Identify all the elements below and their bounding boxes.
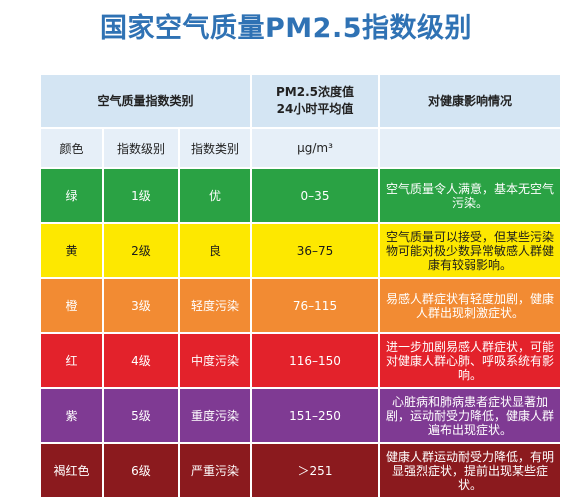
row-level-cell: 1级 (102, 167, 180, 224)
row-range-cell: 116–150 (250, 332, 380, 389)
row-color-cell: 红 (39, 332, 104, 389)
row-effect-cell: 易感人群症状有轻度加剧，健康人群出现刺激症状。 (378, 277, 562, 334)
row-level-cell: 6级 (102, 442, 180, 499)
row-level-cell: 5级 (102, 387, 180, 444)
row-range-cell: 151–250 (250, 387, 380, 444)
header-pm-line1: PM2.5浓度值 (276, 85, 354, 99)
table-row: 紫 5级 重度污染 151–250 心脏病和肺病患者症状显著加剧，运动耐受力降低，健康人… (39, 387, 562, 444)
row-effect-cell: 空气质量令人满意，基本无空气污染。 (378, 167, 562, 224)
row-effect-cell: 进一步加剧易感人群症状，可能对健康人群心肺、呼吸系统有影响。 (378, 332, 562, 389)
row-type-cell: 严重污染 (178, 442, 252, 499)
row-color-cell: 褐红色 (39, 442, 104, 499)
table-row: 红 4级 中度污染 116–150 进一步加剧易感人群症状，可能对健康人群心肺、呼吸系统… (39, 332, 562, 389)
row-type-cell: 中度污染 (178, 332, 252, 389)
row-type-cell: 良 (178, 222, 252, 279)
subheader-color: 颜色 (39, 127, 104, 169)
header-effect: 对健康影响情况 (378, 73, 562, 129)
header-pm-line2: 24小时平均值 (276, 102, 354, 116)
table-row: 褐红色 6级 严重污染 ＞251 健康人群运动耐受力降低，有明显强烈症状，提前出现某些症… (39, 442, 562, 499)
header-pm-concentration: PM2.5浓度值 24小时平均值 (250, 73, 380, 129)
level-rows: 绿 1级优 0–35 空气质量令人满意，基本无空气污染。黄 2级良 36–75 空气质量可以… (39, 167, 562, 499)
row-type-cell: 优 (178, 167, 252, 224)
subheader-unit: μg/m³ (250, 127, 380, 169)
row-range-cell: ＞251 (250, 442, 380, 499)
row-color-cell: 绿 (39, 167, 104, 224)
table-row: 橙 3级 轻度污染 76–115 易感人群症状有轻度加剧，健康人群出现刺激症状。 (39, 277, 562, 334)
row-effect-cell: 空气质量可以接受，但某些污染物可能对极少数异常敏感人群健康有较弱影响。 (378, 222, 562, 279)
row-color-cell: 橙 (39, 277, 104, 334)
row-range-cell: 0–35 (250, 167, 380, 224)
pm25-level-table: 空气质量指数类别 PM2.5浓度值 24小时平均值 对健康影响情况 颜色 指数级… (39, 73, 562, 499)
row-range-cell: 36–75 (250, 222, 380, 279)
row-color-cell: 紫 (39, 387, 104, 444)
row-range-cell: 76–115 (250, 277, 380, 334)
table-row: 黄 2级良 36–75 空气质量可以接受，但某些污染物可能对极少数异常敏感人群健康有较… (39, 222, 562, 279)
subheader-effect-blank (378, 127, 562, 169)
table-row: 绿 1级优 0–35 空气质量令人满意，基本无空气污染。 (39, 167, 562, 224)
row-level-cell: 3级 (102, 277, 180, 334)
row-type-cell: 重度污染 (178, 387, 252, 444)
row-color-cell: 黄 (39, 222, 104, 279)
row-type-cell: 轻度污染 (178, 277, 252, 334)
header-category: 空气质量指数类别 (39, 73, 252, 129)
row-level-cell: 4级 (102, 332, 180, 389)
page-title: 国家空气质量PM2.5指数级别 (100, 13, 472, 44)
subheader-type: 指数类别 (178, 127, 252, 169)
row-effect-cell: 健康人群运动耐受力降低，有明显强烈症状，提前出现某些症状。 (378, 442, 562, 499)
row-effect-cell: 心脏病和肺病患者症状显著加剧，运动耐受力降低，健康人群遍布出现症状。 (378, 387, 562, 444)
header-row: 空气质量指数类别 PM2.5浓度值 24小时平均值 对健康影响情况 (39, 73, 562, 129)
subheader-level: 指数级别 (102, 127, 180, 169)
row-level-cell: 2级 (102, 222, 180, 279)
subheader-row: 颜色 指数级别 指数类别 μg/m³ (39, 127, 562, 169)
